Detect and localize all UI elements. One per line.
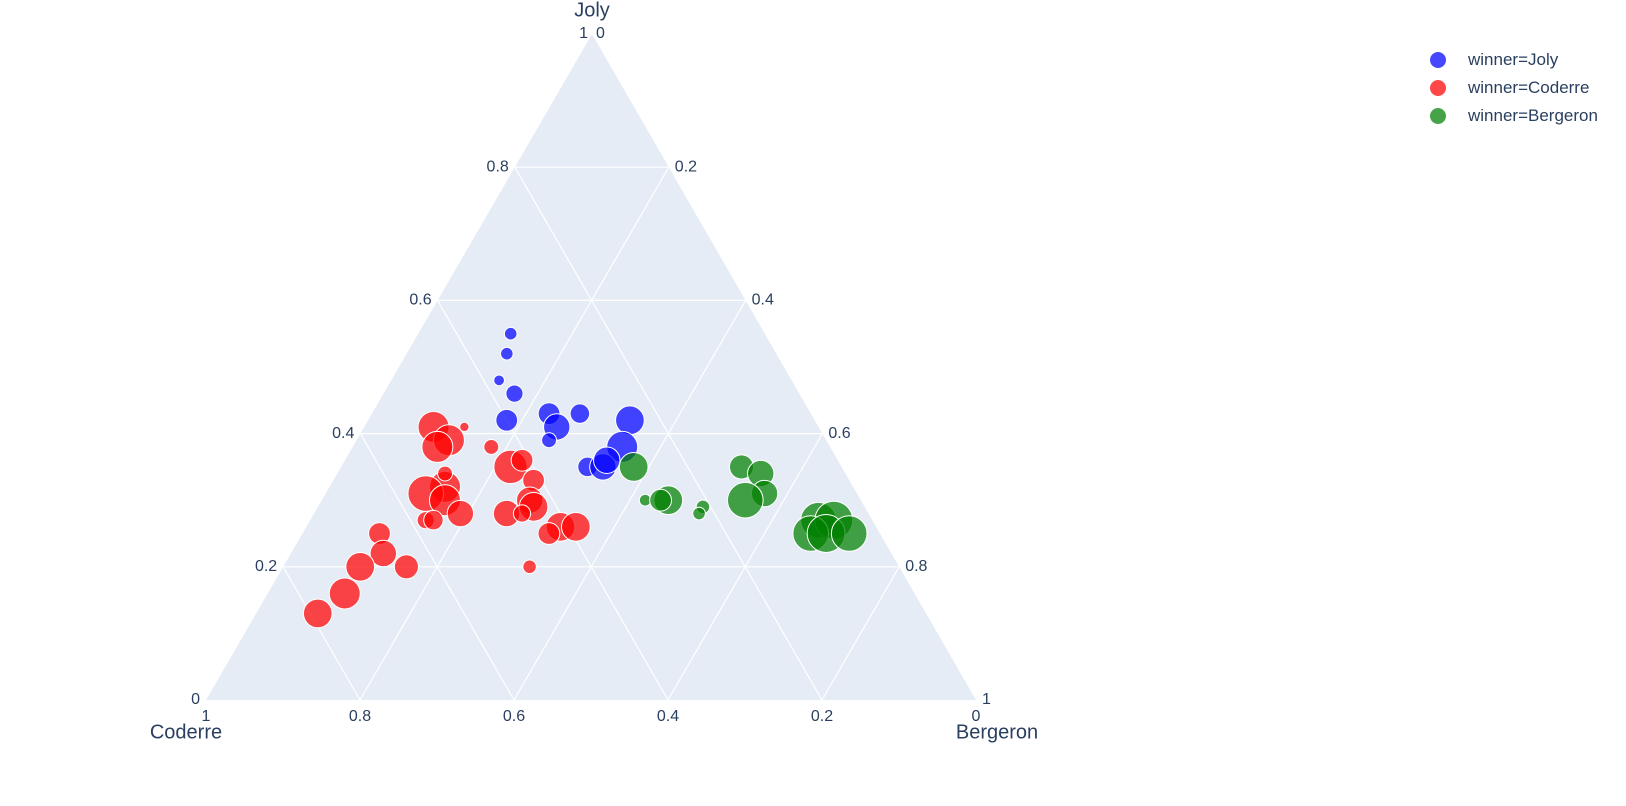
- data-point-winnerjoly: [503, 326, 518, 341]
- tick-label-bergeron: 0.4: [752, 292, 774, 309]
- tick-label-bergeron: 0.2: [675, 158, 697, 175]
- data-point-winnerjoly: [541, 432, 557, 449]
- data-point-winnercoderre: [561, 511, 591, 542]
- data-point-winnercoderre: [369, 539, 398, 568]
- tick-label-coderre: 1: [202, 708, 211, 725]
- data-point-winnerjoly: [593, 446, 621, 474]
- legend-marker-icon: [1430, 80, 1446, 96]
- data-point-winnerjoly: [569, 403, 591, 424]
- axis-title-bergeron: Bergeron: [956, 721, 1038, 743]
- data-point-winnerjoly: [505, 384, 524, 403]
- axis-title-coderre: Coderre: [150, 721, 222, 743]
- gridline-coderre: [282, 566, 361, 701]
- data-point-winnercoderre: [537, 522, 561, 545]
- gridline-bergeron: [667, 433, 823, 701]
- legend-marker-icon: [1430, 52, 1446, 68]
- tick-label-bergeron-zero: 0: [596, 25, 605, 42]
- data-point-winnerbergeron: [830, 515, 868, 552]
- legend-marker-icon: [1430, 108, 1446, 124]
- tick-label-joly: 0.4: [332, 425, 354, 442]
- tick-label-coderre: 0.6: [503, 708, 525, 725]
- tick-label-bergeron: 1: [982, 691, 991, 708]
- tick-label-coderre: 0.8: [349, 708, 371, 725]
- legend-label: winner=Bergeron: [1468, 106, 1598, 125]
- data-point-winnercoderre: [421, 430, 454, 463]
- data-point-winnercoderre: [522, 559, 537, 575]
- tick-label-joly: 0.8: [487, 158, 509, 175]
- data-point-winnerjoly: [495, 408, 519, 432]
- data-point-winnerbergeron: [649, 488, 672, 512]
- tick-label-joly-zero: 0: [191, 691, 200, 708]
- data-point-winnercoderre: [512, 504, 532, 523]
- ternary-background: [206, 34, 976, 700]
- tick-label-coderre-zero: 0: [972, 708, 981, 725]
- tick-label-coderre: 0.2: [811, 708, 833, 725]
- axis-title-joly: Joly: [574, 0, 610, 21]
- tick-label-joly: 0.2: [255, 558, 277, 575]
- legend-label: winner=Coderre: [1468, 78, 1590, 97]
- legend-item[interactable]: winner=Coderre: [1430, 74, 1598, 102]
- data-point-winnercoderre: [437, 465, 453, 482]
- data-point-winnerjoly: [493, 374, 505, 387]
- gridline-coderre: [359, 433, 515, 701]
- data-point-winnercoderre: [459, 421, 470, 433]
- tick-label-coderre: 0.4: [657, 708, 679, 725]
- data-point-winnercoderre: [302, 598, 333, 629]
- gridline-bergeron: [821, 566, 900, 701]
- data-point-winnercoderre: [483, 438, 500, 455]
- gridline-coderre: [437, 300, 669, 701]
- data-point-winnercoderre: [345, 551, 376, 582]
- data-point-winnerbergeron: [727, 481, 764, 519]
- data-point-winnercoderre: [393, 554, 419, 580]
- legend-item[interactable]: winner=Joly: [1430, 46, 1598, 74]
- tick-label-bergeron: 0.8: [905, 558, 927, 575]
- legend-item[interactable]: winner=Bergeron: [1430, 102, 1598, 130]
- data-point-winnercoderre: [446, 499, 475, 528]
- tick-label-bergeron: 0.6: [828, 425, 850, 442]
- data-point-winnerbergeron: [618, 452, 649, 482]
- tick-label-joly: 1: [579, 25, 588, 42]
- data-point-winnerbergeron: [692, 506, 706, 521]
- data-point-winnercoderre: [328, 577, 361, 610]
- data-point-winnerjoly: [615, 405, 645, 436]
- gridline-bergeron: [513, 300, 747, 701]
- data-point-winnercoderre: [423, 509, 444, 531]
- tick-label-joly: 0.6: [409, 292, 431, 309]
- data-point-winnercoderre: [510, 448, 534, 472]
- legend: winner=Joly winner=Coderre winner=Bergeron: [1430, 46, 1598, 130]
- data-point-winnerjoly: [500, 346, 514, 361]
- legend-label: winner=Joly: [1468, 50, 1559, 69]
